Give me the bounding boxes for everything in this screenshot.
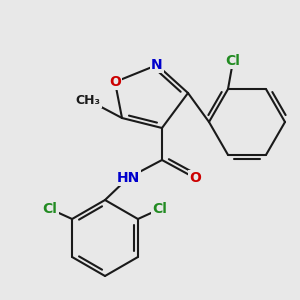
Text: N: N <box>151 58 163 72</box>
Text: Cl: Cl <box>43 202 58 216</box>
Text: O: O <box>189 171 201 185</box>
Text: O: O <box>109 75 121 89</box>
Text: Cl: Cl <box>152 202 167 216</box>
Text: CH₃: CH₃ <box>76 94 100 106</box>
Text: Cl: Cl <box>226 54 240 68</box>
Text: HN: HN <box>116 171 140 185</box>
